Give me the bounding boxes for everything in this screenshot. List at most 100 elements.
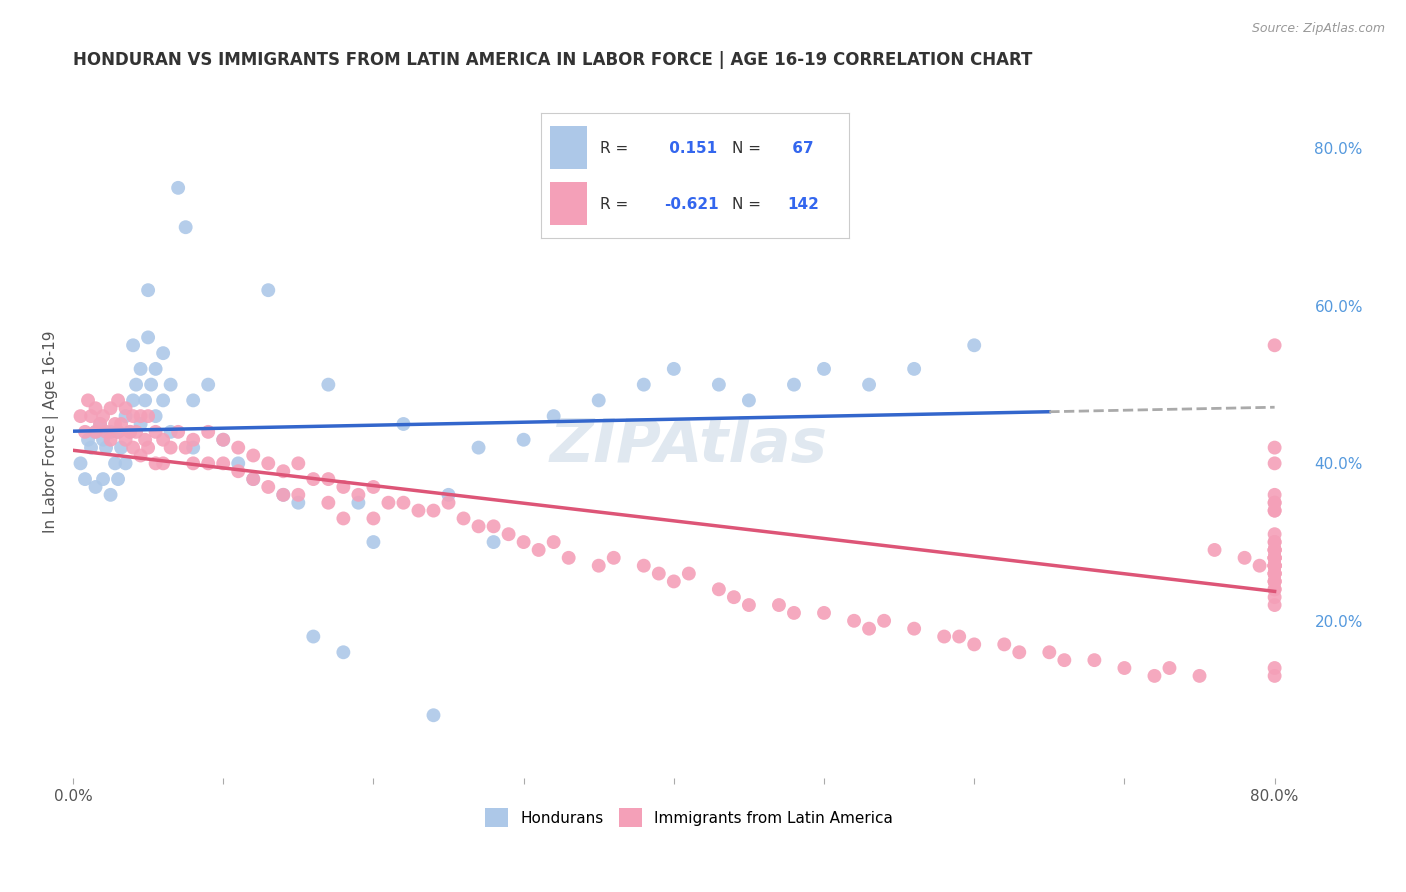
Point <box>129 362 152 376</box>
Point <box>588 558 610 573</box>
Point <box>134 433 156 447</box>
Point <box>107 472 129 486</box>
Point <box>226 441 249 455</box>
Point <box>347 488 370 502</box>
Point <box>174 220 197 235</box>
Point <box>136 441 159 455</box>
Point <box>69 409 91 424</box>
Point <box>212 433 235 447</box>
Point <box>363 535 385 549</box>
Point <box>80 441 103 455</box>
Point <box>392 496 415 510</box>
Point <box>174 441 197 455</box>
Point <box>1083 653 1105 667</box>
Point <box>318 377 340 392</box>
Point <box>1264 582 1286 597</box>
Point <box>1114 661 1136 675</box>
Point <box>271 488 294 502</box>
Point <box>1264 503 1286 517</box>
Point <box>287 488 309 502</box>
Point <box>858 377 880 392</box>
Point <box>1249 558 1271 573</box>
Point <box>122 441 145 455</box>
Point <box>723 590 745 604</box>
Point <box>100 401 122 416</box>
Point <box>129 449 152 463</box>
Point <box>1264 550 1286 565</box>
Point <box>662 362 685 376</box>
Point <box>948 630 970 644</box>
Point <box>1264 527 1286 541</box>
Point <box>136 409 159 424</box>
Point <box>114 456 136 470</box>
Point <box>197 456 219 470</box>
Text: Source: ZipAtlas.com: Source: ZipAtlas.com <box>1251 22 1385 36</box>
Point <box>136 283 159 297</box>
Point <box>482 519 505 533</box>
Point <box>422 708 444 723</box>
Point <box>903 362 925 376</box>
Point <box>332 645 354 659</box>
Point <box>181 433 204 447</box>
Point <box>77 433 100 447</box>
Point <box>89 417 111 431</box>
Point <box>1264 543 1286 558</box>
Point <box>287 456 309 470</box>
Point <box>1264 598 1286 612</box>
Point <box>813 362 835 376</box>
Point <box>1264 566 1286 581</box>
Point <box>139 377 162 392</box>
Point <box>271 488 294 502</box>
Point <box>1264 488 1286 502</box>
Point <box>363 511 385 525</box>
Point <box>332 511 354 525</box>
Point <box>1264 550 1286 565</box>
Point <box>84 425 107 439</box>
Point <box>678 566 700 581</box>
Point <box>242 449 264 463</box>
Point <box>302 472 325 486</box>
Point <box>69 456 91 470</box>
Point <box>257 456 280 470</box>
Point <box>129 417 152 431</box>
Point <box>1264 441 1286 455</box>
Point <box>1264 535 1286 549</box>
Point <box>120 425 142 439</box>
Point <box>1264 574 1286 589</box>
Point <box>1264 550 1286 565</box>
Point <box>1264 543 1286 558</box>
Point <box>73 472 96 486</box>
Point <box>159 441 181 455</box>
Point <box>543 409 565 424</box>
Point <box>104 417 127 431</box>
Point <box>152 433 174 447</box>
Point <box>768 598 790 612</box>
Point <box>145 425 167 439</box>
Point <box>633 377 655 392</box>
Point <box>1264 496 1286 510</box>
Point <box>1264 566 1286 581</box>
Point <box>1264 558 1286 573</box>
Point <box>197 377 219 392</box>
Point <box>152 456 174 470</box>
Point <box>527 543 550 558</box>
Point <box>392 417 415 431</box>
Point <box>1264 543 1286 558</box>
Point <box>1264 558 1286 573</box>
Point <box>453 511 475 525</box>
Point <box>377 496 399 510</box>
Point <box>408 503 430 517</box>
Point <box>1264 456 1286 470</box>
Point <box>181 393 204 408</box>
Point <box>1143 669 1166 683</box>
Point <box>1264 550 1286 565</box>
Point <box>1264 558 1286 573</box>
Point <box>1053 653 1076 667</box>
Point <box>181 441 204 455</box>
Point <box>1264 543 1286 558</box>
Point <box>114 409 136 424</box>
Point <box>77 393 100 408</box>
Point <box>588 393 610 408</box>
Point <box>557 550 579 565</box>
Point <box>107 393 129 408</box>
